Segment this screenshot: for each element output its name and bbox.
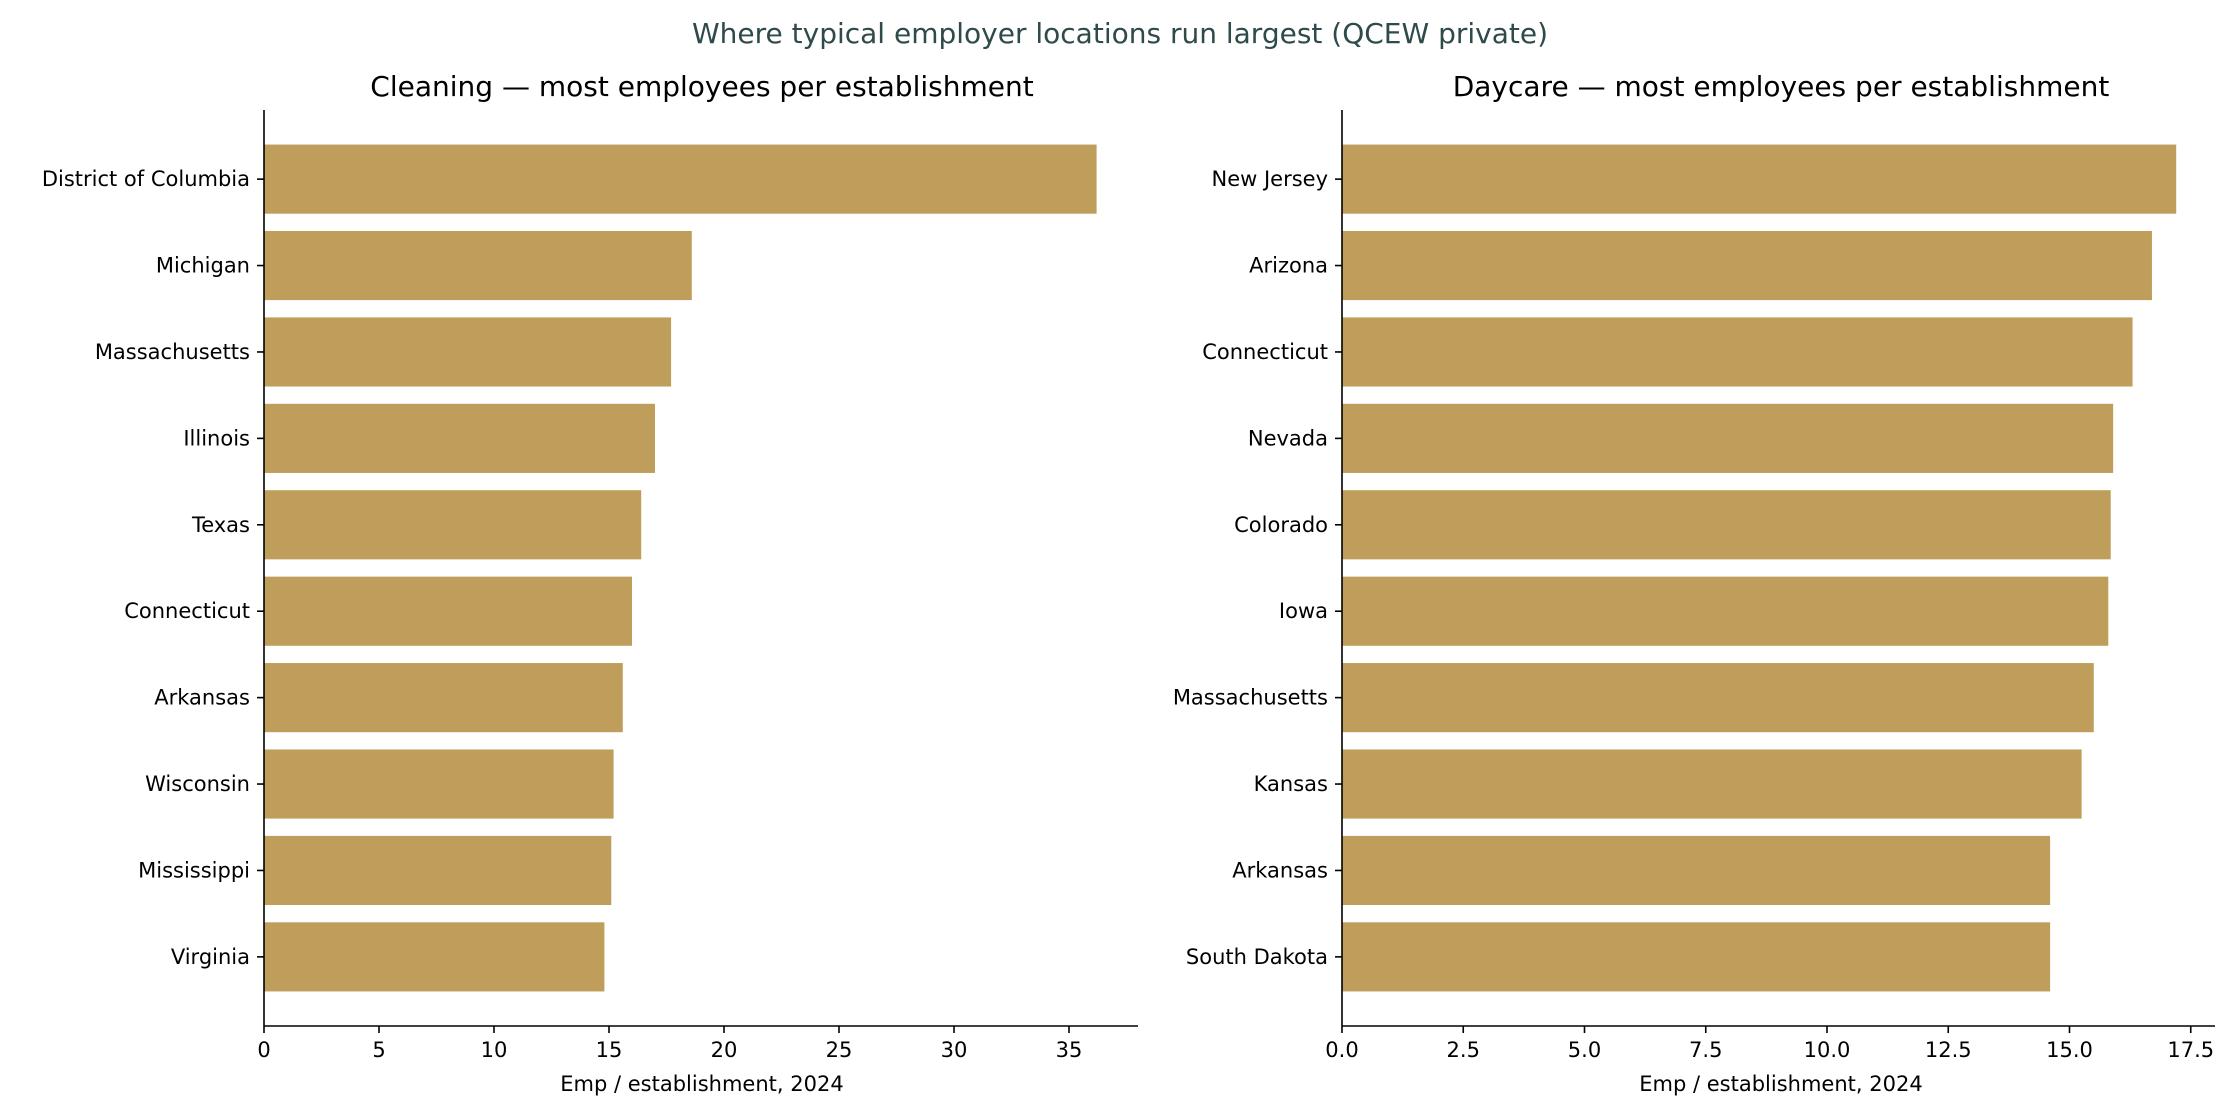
bar (264, 922, 605, 992)
figure-suptitle: Where typical employer locations run lar… (692, 17, 1548, 50)
y-tick-label: Nevada (1248, 426, 1328, 450)
x-tick-label: 2.5 (1447, 1038, 1480, 1062)
y-tick-label: Wisconsin (145, 772, 250, 796)
y-tick-label: Michigan (156, 254, 250, 278)
x-tick-label: 17.5 (2167, 1038, 2214, 1062)
x-tick-label: 10 (481, 1038, 508, 1062)
bar (1342, 144, 2177, 214)
panel-daycare: Daycare — most employees per establishme… (1173, 70, 2215, 1096)
bar (1342, 922, 2051, 992)
x-tick-label: 0 (257, 1038, 270, 1062)
y-tick-label: Arkansas (1232, 858, 1328, 882)
bar (264, 835, 612, 906)
panel-cleaning: Cleaning — most employees per establishm… (42, 70, 1138, 1096)
bar (264, 749, 614, 819)
y-tick-label: South Dakota (1186, 945, 1328, 969)
x-tick-label: 5 (372, 1038, 385, 1062)
axes: New Jersey Arizona Connecticut Nevada Colora… (1173, 110, 2215, 1062)
y-tick-label: Illinois (183, 426, 250, 450)
y-tick-label: Iowa (1279, 599, 1328, 623)
bar (264, 144, 1097, 214)
x-tick-label: 30 (941, 1038, 968, 1062)
bar (264, 490, 642, 560)
x-tick-label: 15.0 (2046, 1038, 2093, 1062)
bars (264, 144, 1097, 992)
y-tick-label: Massachusetts (95, 340, 250, 364)
y-tick-label: Arizona (1249, 254, 1328, 278)
panel-title: Cleaning — most employees per establishm… (370, 70, 1033, 103)
y-tick-label: Mississippi (138, 858, 250, 882)
x-tick-label: 35 (1056, 1038, 1083, 1062)
bar (264, 576, 632, 646)
bar (264, 663, 623, 733)
y-tick-label: Texas (191, 513, 250, 537)
y-tick-label: Connecticut (1202, 340, 1328, 364)
axes: District of Columbia Michigan Massachusett… (42, 110, 1138, 1062)
y-tick-label: New Jersey (1211, 167, 1328, 191)
y-tick-label: Massachusetts (1173, 686, 1328, 710)
x-tick-label: 5.0 (1568, 1038, 1601, 1062)
bar (1342, 749, 2082, 819)
bar (264, 403, 655, 473)
bar (1342, 576, 2109, 646)
x-tick-label: 15 (596, 1038, 623, 1062)
y-tick-label: Arkansas (154, 686, 250, 710)
y-tick-label: District of Columbia (42, 167, 250, 191)
x-tick-label: 7.5 (1689, 1038, 1722, 1062)
bar (1342, 663, 2094, 733)
bar (1342, 403, 2114, 473)
bars (1342, 144, 2177, 992)
bar (1342, 490, 2111, 560)
x-axis-label: Emp / establishment, 2024 (560, 1072, 843, 1096)
bar (264, 230, 692, 301)
y-tick-label: Colorado (1234, 513, 1328, 537)
bar (1342, 835, 2051, 906)
x-tick-label: 12.5 (1925, 1038, 1972, 1062)
bar (1342, 317, 2133, 387)
bar (1342, 230, 2152, 301)
panel-title: Daycare — most employees per establishme… (1453, 70, 2110, 103)
x-axis-label: Emp / establishment, 2024 (1639, 1072, 1922, 1096)
y-tick-label: Kansas (1254, 772, 1328, 796)
y-tick-label: Connecticut (124, 599, 250, 623)
x-tick-label: 0.0 (1325, 1038, 1358, 1062)
x-tick-label: 25 (826, 1038, 853, 1062)
x-tick-label: 20 (711, 1038, 738, 1062)
x-tick-label: 10.0 (1804, 1038, 1851, 1062)
y-tick-label: Virginia (171, 945, 250, 969)
bar (264, 317, 672, 387)
